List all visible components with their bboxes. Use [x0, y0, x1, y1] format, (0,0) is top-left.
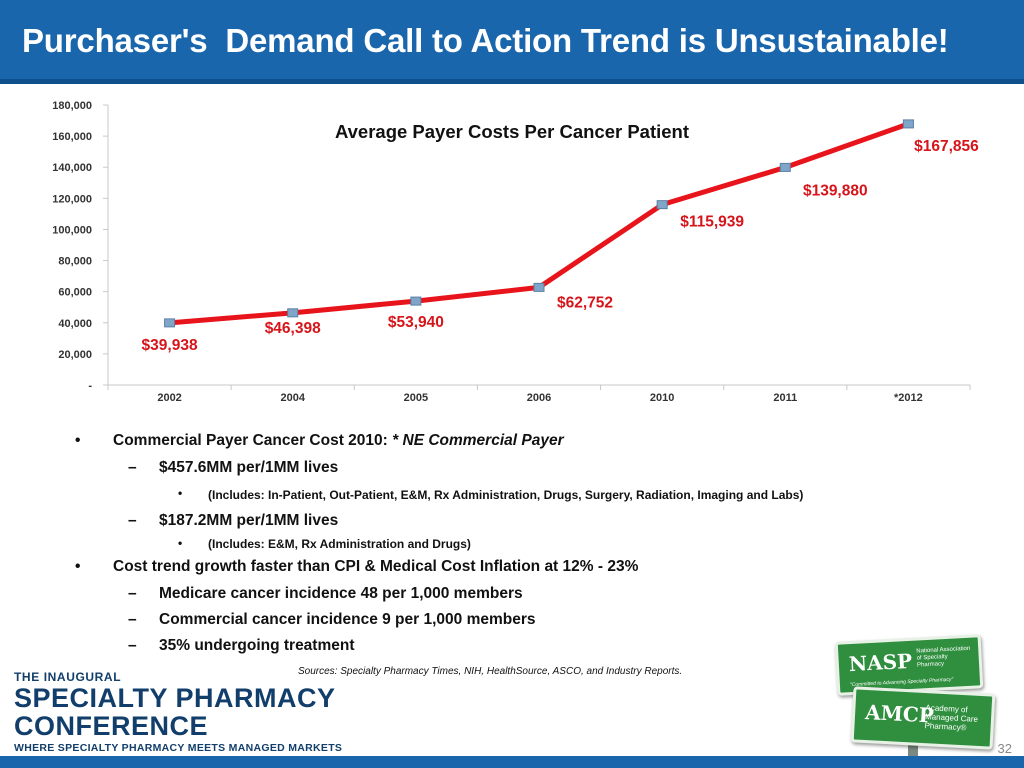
logo-line-conference: CONFERENCE: [14, 711, 209, 741]
data-label: $53,940: [388, 314, 444, 331]
y-tick-label: 60,000: [58, 287, 92, 299]
x-tick-label: 2010: [650, 392, 674, 404]
logo-tagline: WHERE SPECIALTY PHARMACY MEETS MANAGED M…: [14, 742, 343, 754]
y-tick-label: 120,000: [52, 193, 92, 205]
data-point-marker: [779, 162, 791, 172]
nasp-abbreviation: NASP: [848, 648, 913, 677]
data-point-marker: [287, 308, 299, 318]
data-point-marker: [533, 282, 545, 292]
y-tick-label: 40,000: [58, 318, 92, 330]
y-tick-label: 100,000: [52, 224, 92, 236]
y-tick-label: 180,000: [52, 100, 92, 112]
series-line: [167, 121, 911, 326]
bullet-marker: –: [128, 611, 137, 628]
x-tick-label: 2006: [527, 392, 551, 404]
y-tick-label: 160,000: [52, 131, 92, 143]
bullet-text: Commercial Payer Cancer Cost 2010:: [113, 432, 388, 449]
bullet-marker: •: [75, 558, 81, 575]
logo-line-specialty-pharmacy: SPECIALTY PHARMACY: [14, 683, 336, 713]
nasp-full-name: National Association of Specialty Pharma…: [916, 645, 971, 669]
bullet-item: Commercial Payer Cancer Cost 2010: * NE …: [113, 432, 564, 450]
logo-line-inaugural: THE INAUGURAL: [14, 670, 122, 684]
chart-title: Average Payer Costs Per Cancer Patient: [335, 121, 689, 142]
data-label: $167,856: [914, 138, 979, 155]
bullet-marker: •: [75, 432, 81, 449]
bullet-marker: –: [128, 459, 137, 476]
amcp-full-name: Academy of Managed Care Pharmacy®: [924, 703, 979, 733]
footer-bar: [0, 756, 1024, 768]
data-point-marker: [902, 119, 914, 129]
bullet-item: (Includes: E&M, Rx Administration and Dr…: [208, 537, 471, 551]
x-tick-label: 2005: [404, 392, 428, 404]
slide-title: Purchaser's Demand Call to Action Trend …: [22, 22, 949, 59]
y-tick-label: 80,000: [58, 256, 92, 268]
bullet-item: Commercial cancer incidence 9 per 1,000 …: [159, 611, 536, 628]
conference-logo: THE INAUGURAL SPECIALTY PHARMACY CONFERE…: [14, 670, 342, 754]
bullet-marker: –: [128, 637, 137, 654]
bullet-marker: •: [178, 486, 183, 500]
line-chart: - 20,000 40,000 60,000 80,000 100,000 120,000 1…: [52, 100, 979, 404]
data-label: $46,398: [265, 320, 321, 337]
x-tick-label: 2002: [157, 392, 181, 404]
y-tick-label: 140,000: [52, 162, 92, 174]
bullet-marker: •: [178, 536, 183, 550]
y-tick-label: -: [88, 380, 92, 392]
bullet-item: (Includes: In-Patient, Out-Patient, E&M,…: [208, 488, 804, 502]
data-label: $39,938: [142, 337, 198, 354]
data-label: $139,880: [803, 182, 868, 199]
data-label: $115,939: [680, 214, 744, 231]
sign-pole: [908, 736, 918, 756]
bullet-item: Medicare cancer incidence 48 per 1,000 m…: [159, 585, 523, 602]
bullet-item: Cost trend growth faster than CPI & Medi…: [113, 558, 639, 575]
amcp-sign-logo: AMCP Academy of Managed Care Pharmacy®: [850, 686, 996, 750]
bullet-item: $457.6MM per/1MM lives: [159, 459, 339, 476]
x-tick-label: 2004: [280, 392, 305, 404]
bullet-marker: –: [128, 512, 137, 529]
data-label: $62,752: [557, 294, 613, 311]
sources-note: Sources: Specialty Pharmacy Times, NIH, …: [298, 666, 683, 677]
x-tick-label: *2012: [894, 392, 923, 404]
y-tick-label: 20,000: [58, 349, 92, 361]
bullet-item: 35% undergoing treatment: [159, 637, 355, 654]
bullet-marker: –: [128, 585, 137, 602]
data-point-marker: [164, 318, 176, 328]
page-number: 32: [997, 741, 1012, 756]
bullet-item: $187.2MM per/1MM lives: [159, 512, 339, 529]
bullet-emphasis: * NE Commercial Payer: [392, 432, 564, 449]
data-point-marker: [410, 296, 422, 306]
title-bar: Purchaser's Demand Call to Action Trend …: [0, 0, 1024, 84]
data-point-marker: [656, 200, 668, 210]
x-tick-label: 2011: [773, 392, 797, 404]
title-accent-line: [0, 79, 1024, 84]
